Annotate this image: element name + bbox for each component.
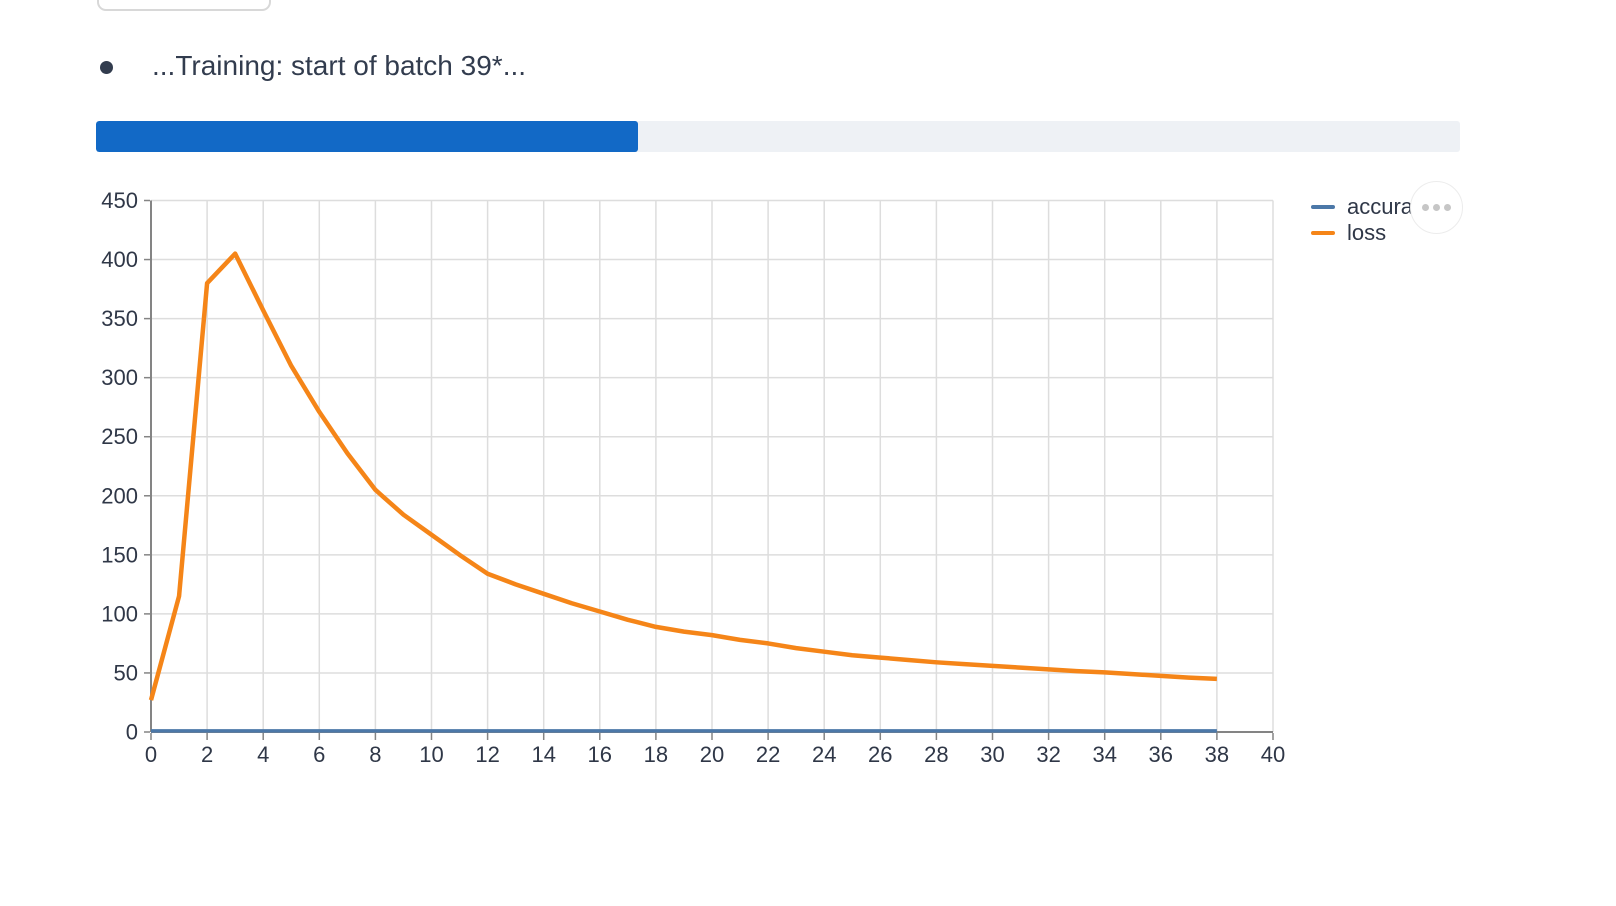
x-tick-label: 2 — [201, 742, 213, 767]
y-tick-label: 350 — [101, 306, 138, 331]
x-tick-label: 6 — [313, 742, 325, 767]
y-tick-label: 300 — [101, 365, 138, 390]
x-tick-label: 4 — [257, 742, 269, 767]
bullet-icon — [100, 60, 113, 74]
y-tick-label: 150 — [101, 542, 138, 567]
ellipsis-dot — [1444, 204, 1451, 211]
x-tick-label: 38 — [1205, 742, 1229, 767]
x-tick-label: 32 — [1036, 742, 1060, 767]
training-progress-bar-fill — [96, 121, 638, 152]
output-list-item: ...Training: start of batch 39*... — [100, 50, 526, 82]
y-tick-label: 400 — [101, 247, 138, 272]
training-progress-bar — [96, 121, 1460, 152]
loss-line-swatch — [1311, 231, 1335, 235]
legend-item-loss: loss — [1311, 220, 1435, 246]
y-tick-label: 0 — [126, 720, 138, 745]
x-tick-label: 22 — [756, 742, 780, 767]
y-tick-label: 50 — [114, 660, 138, 685]
x-tick-label: 26 — [868, 742, 892, 767]
ellipsis-dot — [1433, 204, 1440, 211]
x-tick-label: 30 — [980, 742, 1004, 767]
y-tick-label: 450 — [101, 188, 138, 213]
x-tick-label: 8 — [369, 742, 381, 767]
x-tick-label: 18 — [644, 742, 668, 767]
x-tick-label: 16 — [588, 742, 612, 767]
y-tick-label: 200 — [101, 483, 138, 508]
y-tick-label: 100 — [101, 601, 138, 626]
truncated-widget-border — [97, 0, 271, 11]
x-tick-label: 20 — [700, 742, 724, 767]
x-tick-label: 40 — [1261, 742, 1285, 767]
x-tick-label: 12 — [475, 742, 499, 767]
x-tick-label: 14 — [531, 742, 555, 767]
x-tick-label: 36 — [1149, 742, 1173, 767]
ellipsis-dot — [1422, 204, 1429, 211]
x-tick-label: 0 — [145, 742, 157, 767]
x-tick-label: 34 — [1092, 742, 1116, 767]
series-line-loss — [148, 251, 1217, 701]
training-status-text: ...Training: start of batch 39*... — [152, 50, 527, 81]
x-tick-label: 28 — [924, 742, 948, 767]
x-tick-label: 10 — [419, 742, 443, 767]
y-tick-label: 250 — [101, 424, 138, 449]
chart-actions-menu-button[interactable] — [1410, 181, 1463, 234]
legend-label-loss: loss — [1347, 220, 1387, 245]
accuracy-line-swatch — [1311, 205, 1335, 209]
x-tick-label: 24 — [812, 742, 836, 767]
